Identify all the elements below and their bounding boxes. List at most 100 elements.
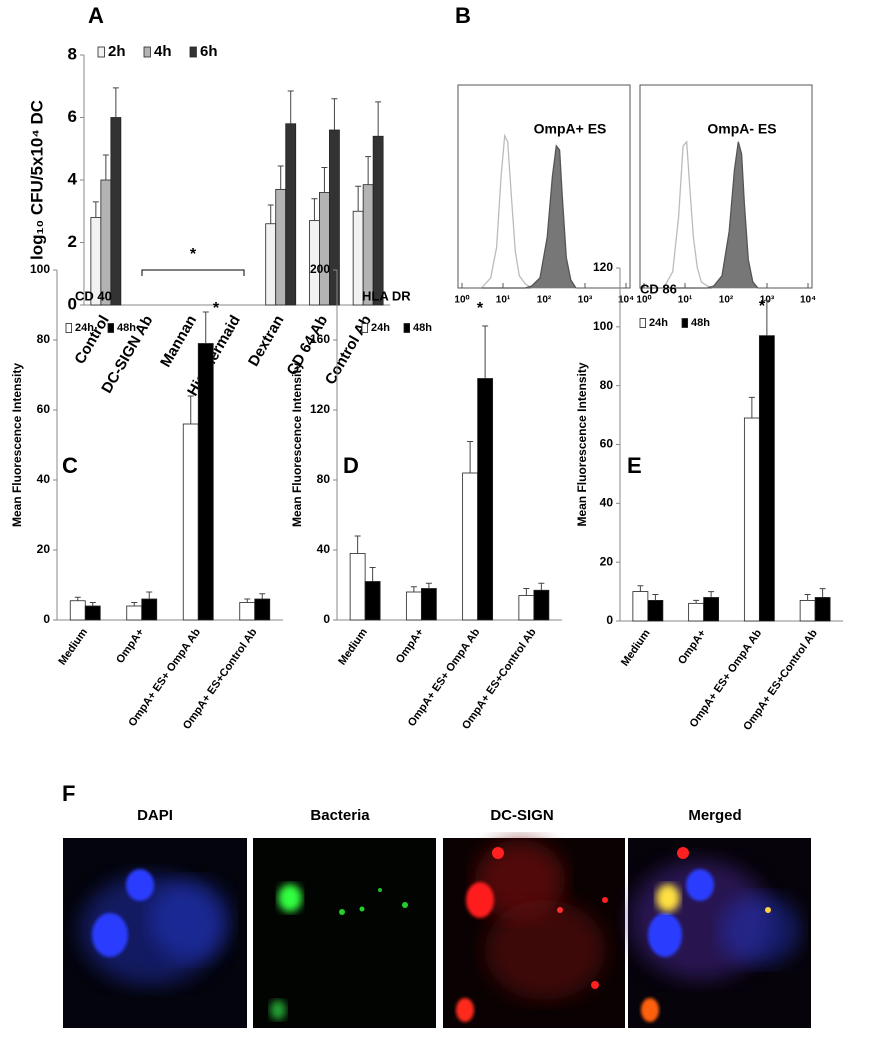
error-bar: [748, 396, 755, 419]
x-tick-label: 10⁰: [454, 295, 469, 306]
histogram-filled: [481, 144, 577, 289]
annotation: *: [213, 300, 220, 317]
error-bar: [74, 596, 81, 601]
y-tick-label: 60: [600, 437, 614, 451]
error-bar: [482, 325, 489, 379]
error-bar: [102, 154, 109, 180]
legend-swatch: [143, 46, 151, 58]
legend-label: 24h: [649, 317, 668, 329]
y-tick-label: 40: [37, 472, 51, 486]
panel-letter: C: [62, 453, 78, 478]
y-tick-label: 0: [606, 613, 613, 627]
error-bar: [763, 299, 770, 336]
bar: [197, 343, 214, 621]
chart-title: CD 40: [75, 288, 112, 303]
chart-title: CD 86: [640, 281, 677, 296]
bar: [372, 135, 384, 306]
annotation: *: [759, 298, 766, 315]
x-tick-label: 10¹: [496, 295, 511, 306]
x-tick-label: 10²: [537, 295, 552, 306]
error-bar: [467, 441, 474, 473]
annotation: *: [190, 246, 197, 263]
x-tick-label: OmpA+: [676, 628, 708, 667]
legend-swatch: [97, 46, 105, 58]
y-tick-label: 2: [68, 232, 77, 251]
y-tick-label: 120: [593, 260, 613, 274]
error-bar: [425, 582, 432, 589]
error-bar: [311, 198, 318, 221]
bar: [254, 598, 271, 621]
error-bar: [131, 602, 138, 606]
bar: [743, 417, 760, 622]
error-bar: [652, 594, 659, 601]
y-tick-label: 120: [310, 402, 330, 416]
x-tick-label: OmpA+: [394, 627, 426, 666]
bar: [126, 605, 143, 621]
x-tick-label: Control: [71, 312, 112, 367]
panel-letter: F: [62, 781, 75, 806]
legend-label: 2h: [108, 43, 126, 60]
image-caption: Bacteria: [310, 807, 370, 824]
bar: [632, 591, 649, 622]
bar: [141, 598, 158, 621]
image-caption: DC-SIGN: [490, 807, 553, 824]
image-caption: Merged: [688, 807, 741, 824]
y-tick-label: 6: [68, 107, 77, 126]
x-tick-label: 10⁴: [800, 295, 816, 306]
error-bar: [89, 602, 96, 606]
y-tick-label: 4: [68, 169, 78, 188]
x-tick-label: 10¹: [678, 295, 693, 306]
legend-swatch: [639, 318, 646, 328]
error-bar: [369, 567, 376, 582]
micrograph-dc-sign: [443, 838, 625, 1028]
error-bar: [538, 582, 545, 591]
bar: [420, 588, 437, 621]
error-bar: [321, 167, 328, 193]
y-axis-label: Mean Fluorescence Intensity: [10, 363, 24, 527]
x-tick-label: Medium: [56, 626, 90, 667]
bar: [462, 472, 479, 621]
legend-label: 24h: [371, 322, 390, 334]
x-tick-label: Medium: [619, 627, 653, 668]
error-bar: [92, 201, 99, 218]
legend-swatch: [403, 323, 410, 333]
y-tick-label: 160: [310, 332, 330, 346]
error-bar: [259, 593, 266, 599]
bar: [69, 600, 86, 621]
y-axis-label: log₁₀ CFU/5x10⁴ DC: [27, 100, 46, 260]
error-bar: [365, 156, 372, 185]
panel-title: OmpA+ ES: [534, 121, 607, 137]
error-bar: [267, 204, 274, 224]
bar: [265, 223, 277, 306]
error-bar: [112, 87, 119, 118]
y-tick-label: 100: [593, 319, 613, 333]
legend-label: 6h: [200, 43, 218, 60]
bar: [703, 597, 720, 622]
legend-swatch: [107, 323, 114, 333]
micrograph-dapi: [63, 838, 247, 1028]
x-tick-label: OmpA+: [114, 627, 146, 666]
error-bar: [693, 599, 700, 604]
bar: [100, 179, 112, 306]
x-tick-label: Dextran: [245, 312, 288, 369]
histogram-filled: [663, 141, 759, 289]
error-bar: [277, 165, 284, 190]
y-tick-label: 0: [43, 612, 50, 626]
bar: [319, 192, 330, 306]
y-tick-label: 80: [600, 378, 614, 392]
panel-title: OmpA- ES: [707, 121, 776, 137]
legend-label: 4h: [154, 43, 172, 60]
bar: [84, 605, 101, 621]
bar: [477, 378, 494, 621]
y-axis-label: Mean Fluorescence Intensity: [575, 362, 589, 526]
bar: [349, 553, 366, 621]
bar: [239, 602, 256, 621]
bar: [364, 581, 381, 621]
x-tick-label: Mannan: [157, 312, 200, 370]
legend-label: 48h: [117, 322, 136, 334]
bar: [110, 117, 122, 306]
error-bar: [819, 588, 826, 598]
chart-title: HLA DR: [362, 288, 411, 303]
x-tick-label: 10²: [719, 295, 734, 306]
